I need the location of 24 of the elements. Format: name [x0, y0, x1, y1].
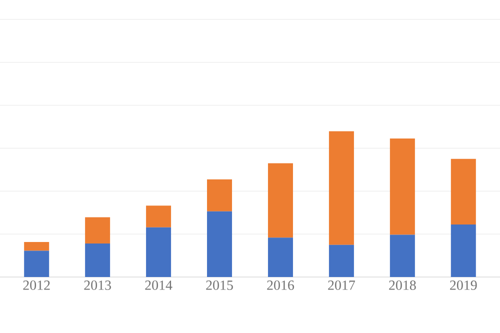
bar	[450, 158, 476, 225]
bar	[146, 227, 172, 277]
x-tick-label: 2015	[206, 280, 233, 290]
bar	[24, 250, 50, 277]
bar	[328, 244, 354, 277]
x-tick-label: 2014	[145, 280, 172, 290]
bar	[390, 138, 415, 235]
bar	[85, 243, 110, 277]
x-tick-label: 2012	[23, 280, 50, 290]
bar	[268, 238, 293, 277]
bar	[450, 224, 476, 277]
x-tick-label: 2018	[389, 280, 416, 290]
bar	[24, 242, 50, 251]
x-tick-label: 2017	[328, 280, 356, 290]
bar	[207, 211, 232, 277]
bar	[268, 163, 293, 238]
x-tick-label: 2016	[267, 280, 294, 290]
bar	[390, 234, 415, 277]
bar	[146, 206, 172, 228]
bar	[207, 179, 232, 212]
bar	[85, 217, 110, 244]
bar	[328, 131, 354, 245]
x-tick-label: 2013	[84, 280, 111, 290]
x-tick-label: 2019	[450, 280, 477, 290]
